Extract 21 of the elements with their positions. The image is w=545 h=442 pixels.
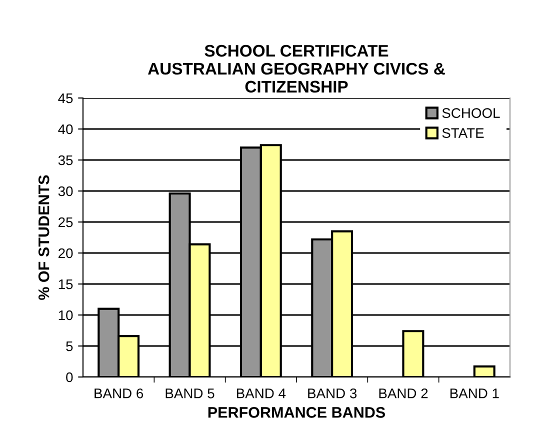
x-tick-label: BAND 6 <box>94 388 144 398</box>
legend-label: STATE <box>442 128 484 138</box>
x-tick-label: BAND 3 <box>308 388 357 398</box>
y-tick-label: 5 <box>66 341 73 352</box>
x-axis-title: PERFORMANCE BANDS <box>208 407 386 418</box>
y-tick-label: 30 <box>58 186 73 196</box>
y-tick-label: 35 <box>58 155 73 166</box>
y-tick-label: 0 <box>66 372 73 382</box>
x-tick-label: BAND 5 <box>166 388 214 398</box>
y-axis-title: % OF STUDENTS <box>38 175 50 300</box>
x-tick-label: BAND 2 <box>379 388 428 398</box>
y-tick-label: 25 <box>58 217 73 228</box>
x-tick-label: BAND 4 <box>236 388 286 398</box>
y-tick-label: 45 <box>58 93 73 104</box>
y-tick-label: 40 <box>58 124 73 134</box>
y-tick-label: 15 <box>58 279 73 290</box>
chart-title: SCHOOL CERTIFICATE AUSTRALIAN GEOGRAPHY CIVICS & CITIZENSHIP <box>148 44 445 93</box>
legend-label: SCHOOL <box>442 108 500 118</box>
y-tick-label: 20 <box>58 248 73 258</box>
y-tick-label: 10 <box>58 310 73 320</box>
x-tick-label: BAND 1 <box>450 388 499 398</box>
